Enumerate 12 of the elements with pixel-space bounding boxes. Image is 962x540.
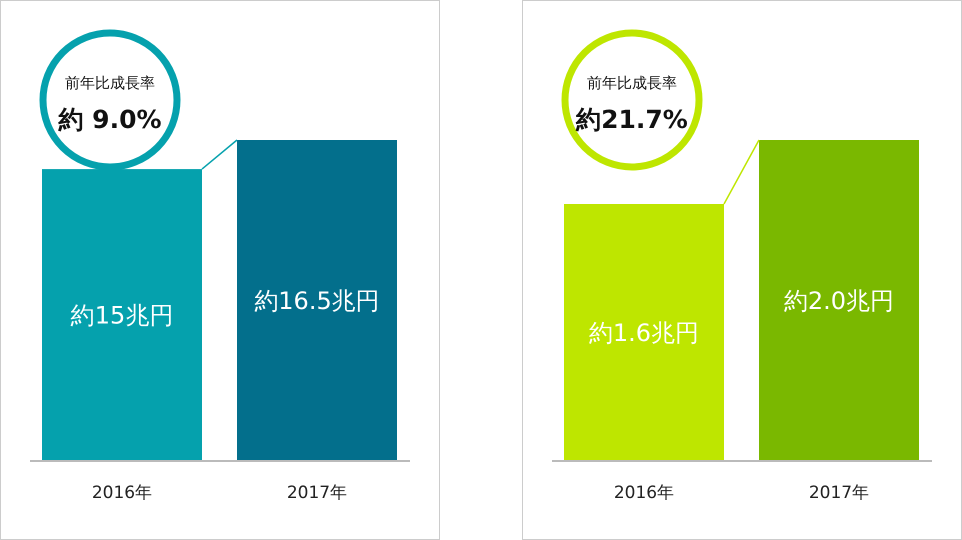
text: 前年比成長率 — [65, 74, 155, 92]
text: 約 9.0% — [57, 105, 162, 134]
x-tick-label: 2017年 — [286, 483, 348, 503]
x-tick-label: 2017年 — [808, 483, 870, 503]
text: 約21.7% — [575, 105, 688, 134]
data-label: 約2.0兆円 — [784, 287, 894, 315]
data-label: 約15兆円 — [70, 302, 174, 330]
x-tick-label: 2016年 — [92, 483, 152, 503]
data-label: 約16.5兆円 — [254, 287, 380, 315]
x-tick-label: 2016年 — [614, 483, 674, 503]
data-label: 約1.6兆円 — [588, 319, 700, 347]
text: 前年比成長率 — [587, 74, 677, 92]
